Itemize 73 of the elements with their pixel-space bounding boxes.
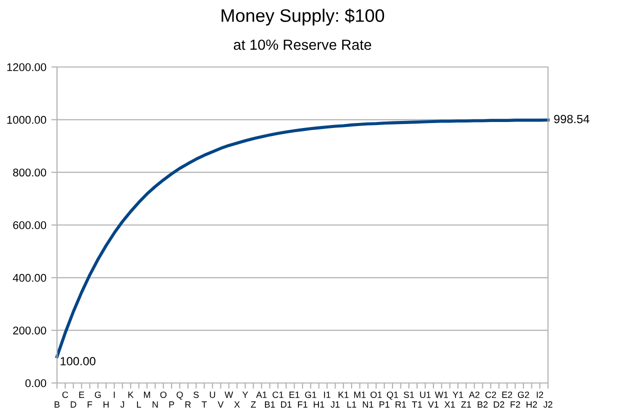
x-tick-label: Y	[242, 392, 248, 398]
x-tick-label: N1	[362, 401, 374, 408]
x-tick-label: G1	[305, 392, 316, 398]
y-tick-label: 0.00	[25, 379, 46, 388]
x-tick-label: Z	[250, 401, 256, 408]
x-tick-label: B1	[264, 401, 275, 408]
line-series	[55, 118, 550, 358]
x-tick-label: D	[70, 401, 76, 408]
x-tick-label: D1	[281, 401, 292, 408]
x-tick-label: E2	[502, 392, 512, 398]
x-tick-label: R1	[396, 401, 406, 408]
x-tick-label: M	[144, 392, 150, 398]
x-tick-label: G	[94, 392, 101, 398]
x-tick-label: E1	[290, 392, 300, 398]
x-tick-label: W	[224, 392, 234, 398]
x-tick-label: F	[88, 401, 92, 408]
x-tick-label: T	[202, 401, 207, 408]
x-tick-label: K1	[338, 392, 348, 398]
x-tick-label: P	[169, 401, 174, 408]
x-tick-label: H1	[314, 401, 324, 408]
x-tick-label: C	[62, 392, 68, 398]
x-tick-label: U1	[420, 392, 431, 398]
x-tick-label: Q1	[386, 392, 398, 400]
x-tick-label: O	[160, 392, 166, 398]
x-tick-label: S1	[404, 392, 414, 398]
y-tick-label: 1200.00	[7, 63, 46, 72]
x-tick-label: X1	[444, 401, 455, 408]
x-tick-label: N	[152, 401, 158, 408]
chart-subtitle: at 10% Reserve Rate	[234, 40, 372, 50]
x-tick-label: F1	[298, 401, 308, 408]
x-tick-label: S	[194, 392, 199, 398]
data-label: 100.00	[60, 356, 96, 366]
x-tick-label: L	[137, 401, 142, 408]
y-tick-label: 1000.00	[7, 116, 46, 124]
x-tick-label: D2	[494, 401, 504, 408]
x-tick-label: W1	[434, 392, 448, 398]
x-tick-label: O1	[370, 392, 382, 398]
x-tick-label: L1	[347, 401, 356, 408]
x-tick-label: Y1	[452, 392, 464, 398]
x-tick-label: V1	[428, 401, 439, 408]
x-tick-label: C1	[272, 392, 284, 398]
x-tick-label: Q	[176, 392, 183, 400]
x-tick-label: J1	[330, 401, 340, 408]
x-tick-label: R	[185, 401, 191, 408]
x-tick-label: G2	[518, 392, 530, 398]
x-tick-label: K	[128, 392, 134, 398]
x-tick-label: M1	[354, 392, 366, 398]
x-tick-label: J	[120, 401, 124, 408]
x-tick-label: A2	[468, 392, 480, 398]
x-tick-label: F2	[510, 401, 520, 408]
x-tick-label: J2	[543, 401, 552, 408]
x-tick-label: B2	[478, 401, 488, 408]
x-tick-label: T1	[412, 401, 422, 408]
x-tick-label: U	[210, 392, 216, 398]
x-tick-label: X	[234, 401, 240, 408]
y-tick-label: 600.00	[13, 221, 46, 230]
x-tick-label: B	[54, 401, 60, 408]
x-tick-label: I	[114, 392, 115, 398]
x-tick-label: I1	[324, 392, 330, 398]
y-tick-label: 400.00	[12, 274, 46, 282]
data-label: 998.54	[554, 114, 590, 124]
x-tick-label: H	[104, 401, 109, 408]
x-tick-label: Z1	[461, 401, 471, 408]
y-tick-label: 200.00	[13, 326, 46, 334]
y-tick-label: 800.00	[13, 168, 46, 176]
x-tick-label: I2	[536, 392, 544, 398]
x-tick-label: P1	[380, 401, 390, 408]
x-tick-label: C2	[485, 392, 496, 398]
chart-title: Money Supply: $100	[222, 8, 384, 26]
x-tick-label: H2	[526, 401, 537, 408]
x-tick-label: E	[79, 392, 84, 398]
x-tick-label: V	[218, 401, 224, 408]
x-tick-label: A1	[256, 392, 267, 398]
